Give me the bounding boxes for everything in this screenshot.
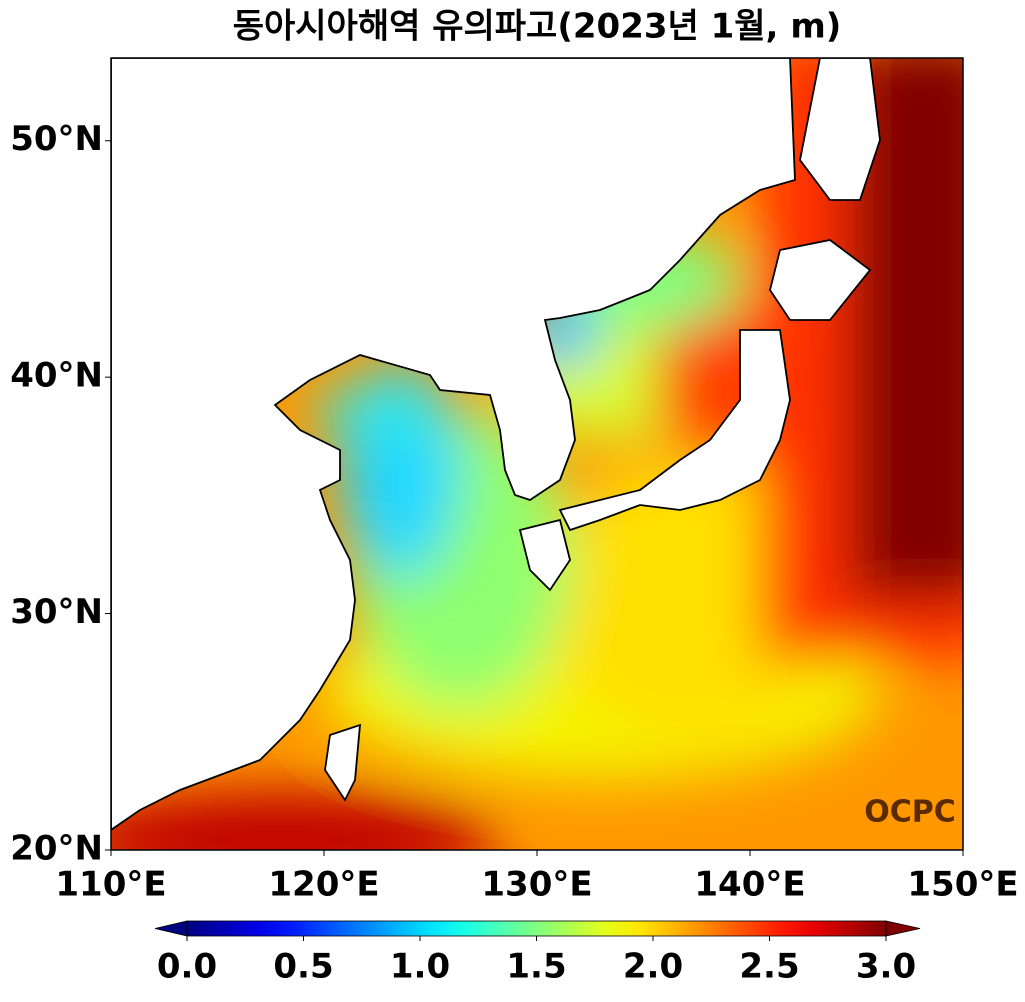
map-title: 동아시아해역 유의파고(2023년 1월, m) <box>233 7 842 47</box>
colorbar-tick-label: 2.0 <box>623 947 683 987</box>
colorbar-tick-label: 2.5 <box>739 947 799 987</box>
x-tick-label: 150°E <box>907 865 1018 905</box>
x-tick-label: 110°E <box>55 865 166 905</box>
y-tick-label: 30°N <box>10 592 103 632</box>
x-tick-label: 130°E <box>481 865 592 905</box>
colorbar-tick-label: 1.5 <box>506 947 566 987</box>
colorbar-tick-label: 0.0 <box>157 947 217 987</box>
x-tick-label: 140°E <box>694 865 805 905</box>
land <box>111 58 881 832</box>
y-tick-label: 20°N <box>10 829 103 869</box>
colorbar-tick-label: 0.5 <box>273 947 333 987</box>
colorbar-body <box>187 921 886 936</box>
colorbar-tick-label: 1.0 <box>390 947 450 987</box>
colorbar-extend-low <box>154 920 188 937</box>
colorbar: 0.0 0.5 1.0 1.5 2.0 2.5 3.0 <box>154 920 921 987</box>
colorbar-extend-high <box>885 920 921 937</box>
colorbar-tick-label: 3.0 <box>856 947 916 987</box>
x-tick-label: 120°E <box>268 865 379 905</box>
logo: OCPC <box>864 795 956 830</box>
wave-field <box>111 58 963 850</box>
y-tick-label: 50°N <box>10 119 103 159</box>
y-tick-label: 40°N <box>10 356 103 396</box>
